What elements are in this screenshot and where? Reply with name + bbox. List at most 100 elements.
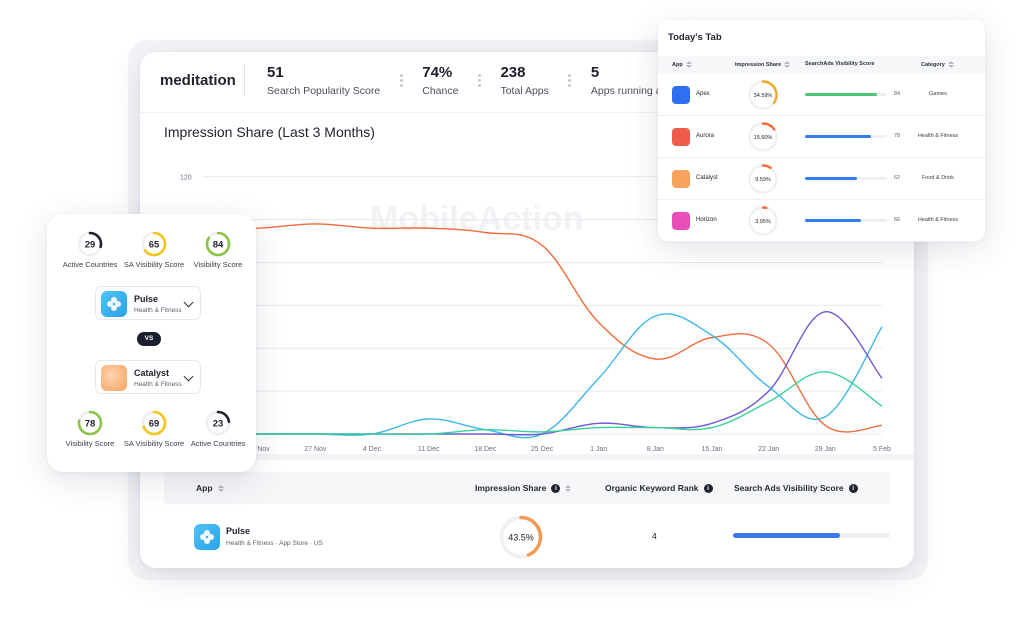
column-header-app[interactable]: App bbox=[196, 483, 224, 493]
series-line-3 bbox=[201, 371, 883, 436]
ring-value: 69 bbox=[149, 418, 160, 429]
sort-icon[interactable] bbox=[947, 61, 954, 68]
stat-label: Chance bbox=[422, 84, 459, 97]
ring-value: 29 bbox=[85, 239, 96, 250]
series-line-2 bbox=[201, 311, 883, 436]
column-header-visibility[interactable]: Search Ads Visibility Score i bbox=[734, 483, 858, 493]
x-tick-label: 20 Nov bbox=[248, 446, 271, 452]
x-tick-label: 11 Dec bbox=[418, 446, 440, 452]
app-icon bbox=[672, 170, 690, 188]
metric-label: Visibility Score bbox=[65, 439, 115, 448]
table-row[interactable]: Aurora 15.60% 78 Health & Fitness bbox=[658, 116, 985, 158]
app-icon bbox=[672, 86, 690, 104]
x-tick-label: 4 Dec bbox=[363, 446, 382, 452]
sort-icon[interactable] bbox=[784, 61, 791, 68]
info-icon[interactable]: i bbox=[848, 483, 858, 493]
impression-ring: 3.95% bbox=[748, 206, 778, 236]
app-icon bbox=[672, 212, 690, 230]
y-tick-label: 120 bbox=[180, 175, 192, 182]
stat-value: 51 bbox=[267, 63, 284, 81]
visibility-score: 84 bbox=[894, 91, 901, 97]
app-a-selector[interactable]: Pulse Health & Fitness bbox=[95, 286, 201, 320]
header-label: Category bbox=[921, 61, 945, 68]
table-row[interactable]: Catalyst 9.59% 62 Food & Drink bbox=[658, 158, 985, 200]
x-tick-label: 29 Jan bbox=[815, 446, 836, 452]
sort-icon[interactable] bbox=[685, 61, 692, 68]
compare-metric: 69 SA Visibility Score bbox=[119, 410, 189, 448]
visibility-score: 62 bbox=[894, 175, 901, 181]
metric-label: SA Visibility Score bbox=[123, 439, 185, 448]
metric-label: Visibility Score bbox=[193, 260, 243, 269]
x-tick-label: 5 Feb bbox=[873, 446, 891, 452]
x-tick-label: 15 Jan bbox=[701, 446, 722, 452]
chart-title: Impression Share (Last 3 Months) bbox=[164, 124, 375, 140]
app-name[interactable]: Pulse bbox=[226, 526, 251, 536]
section-divider bbox=[140, 454, 914, 460]
visibility-bar-fill bbox=[805, 93, 878, 96]
visibility-bar-fill bbox=[733, 533, 840, 538]
column-header-app[interactable]: App bbox=[672, 61, 692, 68]
app-name: Pulse bbox=[134, 294, 159, 304]
info-icon[interactable]: i bbox=[703, 483, 713, 493]
impression-value: 3.95% bbox=[755, 219, 771, 225]
sort-icon[interactable] bbox=[217, 484, 224, 492]
table-row[interactable]: Pulse Health & Fitness · App Store · US … bbox=[164, 512, 890, 562]
score-ring: 78 bbox=[77, 410, 103, 436]
stat-total-apps: 238 Total Apps bbox=[500, 64, 548, 97]
score-ring: 23 bbox=[205, 410, 231, 436]
impression-ring: 15.60% bbox=[748, 122, 778, 152]
table-row[interactable]: Apex 34.59% 84 Games bbox=[658, 74, 985, 116]
rank-value: 4 bbox=[652, 531, 657, 541]
divider bbox=[140, 112, 914, 113]
stat-value: 238 bbox=[500, 63, 526, 81]
x-tick-label: 22 Jan bbox=[758, 446, 779, 452]
impression-value: 15.60% bbox=[754, 135, 773, 141]
app-name: Catalyst bbox=[134, 368, 170, 378]
ring-value: 23 bbox=[213, 418, 224, 429]
todays-tab-card: Today's Tab App Impression Share SearchA… bbox=[658, 20, 985, 242]
impression-ring: 43.5% bbox=[499, 515, 543, 559]
score-ring: 29 bbox=[77, 231, 103, 257]
header-label: Impression Share bbox=[475, 483, 547, 493]
info-icon[interactable]: i bbox=[551, 483, 561, 493]
app-b-selector[interactable]: Catalyst Health & Fitness bbox=[95, 360, 201, 394]
catalyst-app-icon bbox=[101, 365, 127, 391]
header-label: App bbox=[196, 483, 213, 493]
column-header-rank[interactable]: Organic Keyword Rank i bbox=[605, 483, 713, 493]
visibility-bar bbox=[805, 135, 887, 138]
compare-metric: 23 Active Countries bbox=[183, 410, 253, 448]
watermark-text: MobileAction bbox=[370, 200, 583, 238]
stat-apps-running-ads: 5 Apps running ads bbox=[591, 64, 673, 97]
ring-value: 65 bbox=[149, 239, 160, 250]
compare-metric: 65 SA Visibility Score bbox=[119, 231, 189, 269]
app-icon bbox=[672, 128, 690, 146]
header-label: Organic Keyword Rank bbox=[605, 483, 699, 493]
column-header-impression[interactable]: Impression Share i bbox=[475, 483, 572, 493]
x-tick-label: 25 Dec bbox=[531, 446, 554, 452]
sort-icon[interactable] bbox=[565, 484, 572, 492]
chevron-down-icon[interactable] bbox=[183, 297, 194, 308]
visibility-bar bbox=[805, 219, 887, 222]
header-label: Impression Share bbox=[735, 61, 782, 68]
app-name: Apex bbox=[696, 91, 710, 97]
score-ring: 84 bbox=[205, 231, 231, 257]
column-header-category[interactable]: Category bbox=[921, 61, 954, 68]
visibility-bar-fill bbox=[805, 135, 871, 138]
category: Food & Drink bbox=[921, 175, 955, 181]
column-header-visibility[interactable]: SearchAds Visibility Score bbox=[805, 61, 875, 67]
drag-handle-icon[interactable] bbox=[567, 73, 573, 87]
drag-handle-icon[interactable] bbox=[398, 73, 404, 87]
table-row[interactable]: Horizon 3.95% 66 Health & Fitness bbox=[658, 200, 985, 242]
x-tick-label: 1 Jan bbox=[590, 446, 607, 452]
chevron-down-icon[interactable] bbox=[183, 371, 194, 382]
metric-label: SA Visibility Score bbox=[123, 260, 185, 269]
score-ring: 69 bbox=[141, 410, 167, 436]
visibility-bar bbox=[733, 533, 890, 538]
compare-metric: 29 Active Countries bbox=[55, 231, 125, 269]
compare-metric: 78 Visibility Score bbox=[55, 410, 125, 448]
column-header-impression[interactable]: Impression Share bbox=[735, 61, 791, 68]
pulse-app-icon bbox=[194, 524, 220, 550]
drag-handle-icon[interactable] bbox=[476, 73, 482, 87]
